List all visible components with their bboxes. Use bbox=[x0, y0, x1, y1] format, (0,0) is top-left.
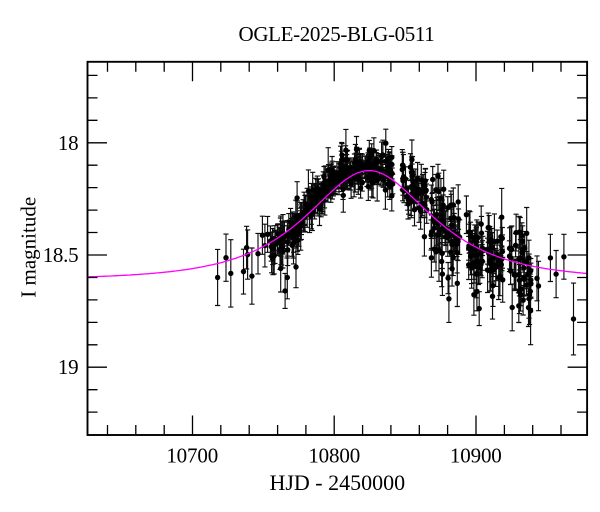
svg-text:10900: 10900 bbox=[450, 444, 502, 468]
svg-text:10700: 10700 bbox=[166, 444, 218, 468]
svg-text:18: 18 bbox=[58, 131, 78, 155]
svg-text:OGLE-2025-BLG-0511: OGLE-2025-BLG-0511 bbox=[239, 22, 435, 46]
svg-text:HJD - 2450000: HJD - 2450000 bbox=[269, 470, 405, 495]
svg-text:18.5: 18.5 bbox=[43, 243, 79, 267]
svg-text:10800: 10800 bbox=[308, 444, 360, 468]
svg-text:19: 19 bbox=[58, 355, 78, 379]
svg-text:I magnitude: I magnitude bbox=[16, 197, 40, 298]
